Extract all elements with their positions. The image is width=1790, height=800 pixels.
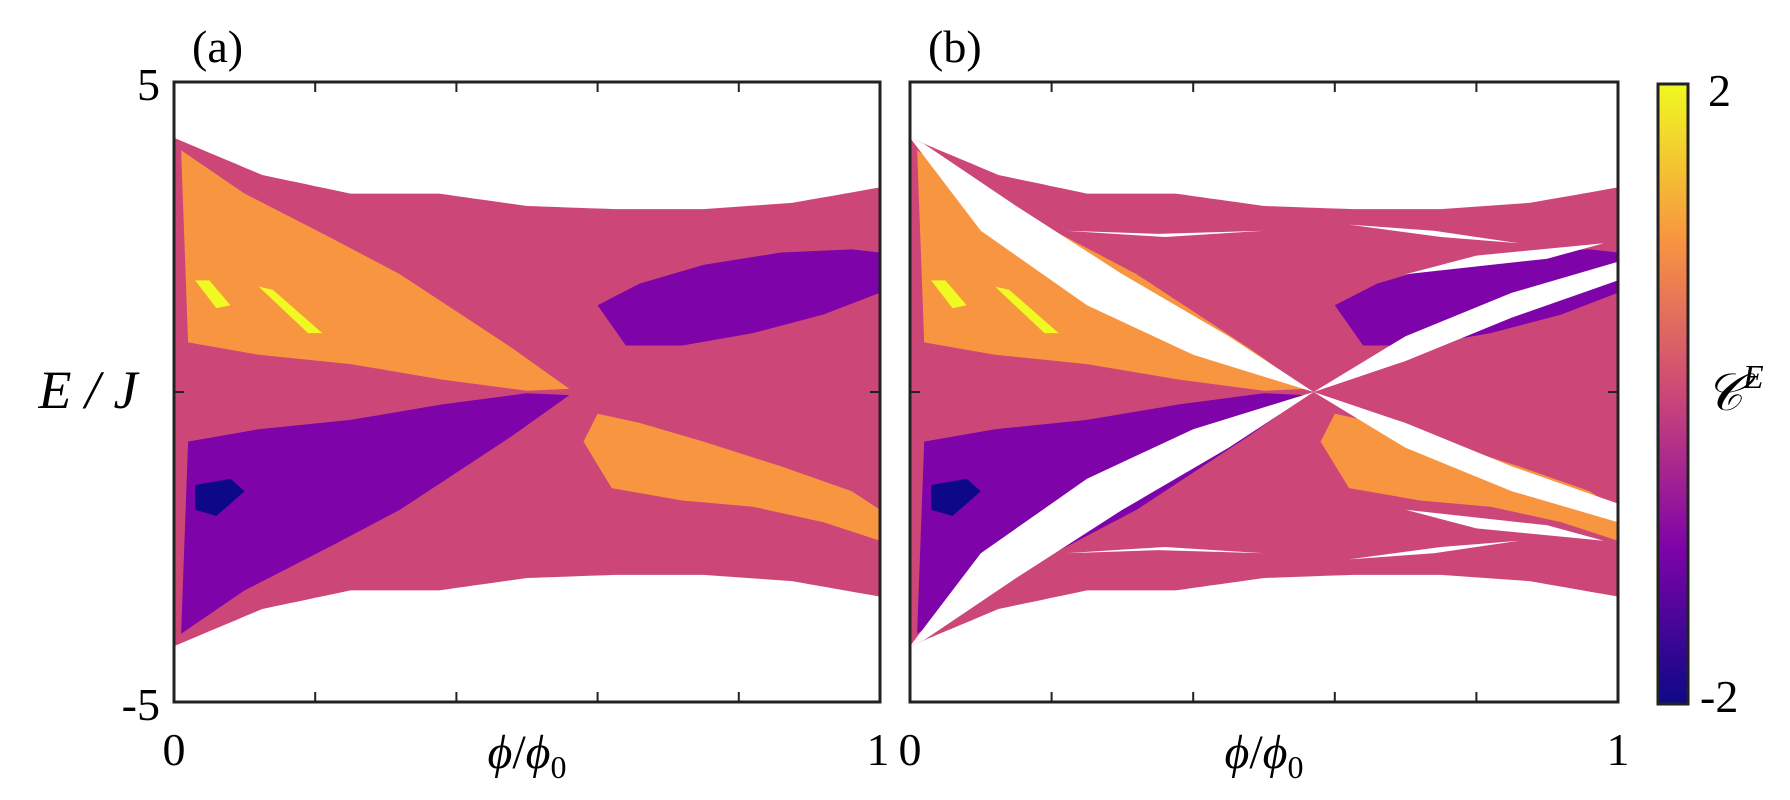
panel-a-xlabel: ϕ/ϕ0 bbox=[487, 726, 566, 785]
panel-b-xlabel: ϕ/ϕ0 bbox=[1224, 726, 1303, 785]
panel-a-region-1 bbox=[181, 393, 570, 634]
panel-a-xtick-0: 0 bbox=[163, 724, 186, 775]
panel-a-region-2 bbox=[597, 249, 880, 346]
colorbar-tick-min: -2 bbox=[1700, 671, 1738, 722]
panel-b-region-5 bbox=[995, 286, 1059, 334]
panel-b-gap-1 bbox=[910, 392, 1314, 647]
panel-b-xlabel-subsymbol: ϕ bbox=[1263, 726, 1288, 779]
panel-a-xlabel-symbol: ϕ bbox=[487, 726, 512, 779]
panel-b-xlabel-sep: / bbox=[1249, 726, 1263, 779]
colorbar-gradient bbox=[1656, 82, 1690, 706]
panel-a-regions bbox=[181, 150, 880, 634]
panel-a-region-6 bbox=[195, 478, 245, 516]
panel-b-gap-2 bbox=[1313, 261, 1618, 392]
panel-a-region-3 bbox=[583, 413, 880, 541]
panel-a-xlabel-sep: / bbox=[512, 726, 526, 779]
panel-b-gap-6 bbox=[1349, 224, 1519, 244]
colorbar-label-sup: E bbox=[1742, 359, 1764, 396]
panel-b-xtick-1: 1 bbox=[1607, 724, 1630, 775]
panel-b: (b) 0 1 ϕ/ϕ0 bbox=[899, 21, 1630, 785]
panel-b-region-4 bbox=[931, 280, 967, 309]
panel-b-gaps bbox=[910, 137, 1618, 647]
panel-a: (a) 0 1 ϕ/ϕ0 bbox=[163, 21, 890, 785]
panel-a-ticks bbox=[173, 82, 881, 702]
panel-b-plot-area bbox=[910, 137, 1618, 647]
panel-b-gap-8 bbox=[1405, 243, 1604, 275]
y-axis-label: E / J bbox=[38, 360, 141, 420]
colorbar-label: 𝒞E bbox=[1705, 359, 1764, 422]
panel-a-label: (a) bbox=[192, 21, 243, 72]
panel-b-gap-9 bbox=[1405, 509, 1604, 541]
panel-b-xtick-0: 0 bbox=[899, 724, 922, 775]
panel-a-region-5 bbox=[258, 286, 323, 334]
panel-b-xlabel-sub: 0 bbox=[1288, 749, 1304, 785]
panel-b-xlabel-symbol: ϕ bbox=[1224, 726, 1249, 779]
y-tick-top: 5 bbox=[137, 59, 160, 110]
panel-b-gap-7 bbox=[1349, 540, 1519, 560]
panel-b-region-6 bbox=[931, 478, 981, 516]
colorbar: 2 -2 𝒞E bbox=[1656, 65, 1764, 722]
colorbar-tick-max: 2 bbox=[1708, 65, 1731, 116]
panel-b-gap-0 bbox=[910, 137, 1314, 392]
panel-a-xlabel-subsymbol: ϕ bbox=[526, 726, 551, 779]
panel-b-region-3 bbox=[1320, 413, 1618, 541]
panel-a-xlabel-sub: 0 bbox=[551, 749, 567, 785]
panel-b-gap-3 bbox=[1313, 392, 1618, 523]
panel-a-region-0 bbox=[181, 150, 570, 391]
panel-b-gap-4 bbox=[1065, 230, 1264, 237]
panel-b-region-2 bbox=[1334, 249, 1618, 346]
panel-a-xtick-1: 1 bbox=[867, 724, 890, 775]
y-tick-bottom: -5 bbox=[122, 679, 160, 730]
panel-a-region-4 bbox=[195, 280, 231, 309]
panel-b-label: (b) bbox=[928, 21, 982, 72]
panel-a-plot-area bbox=[174, 137, 880, 647]
panel-b-gap-5 bbox=[1065, 547, 1264, 554]
panel-b-ticks bbox=[909, 82, 1619, 702]
